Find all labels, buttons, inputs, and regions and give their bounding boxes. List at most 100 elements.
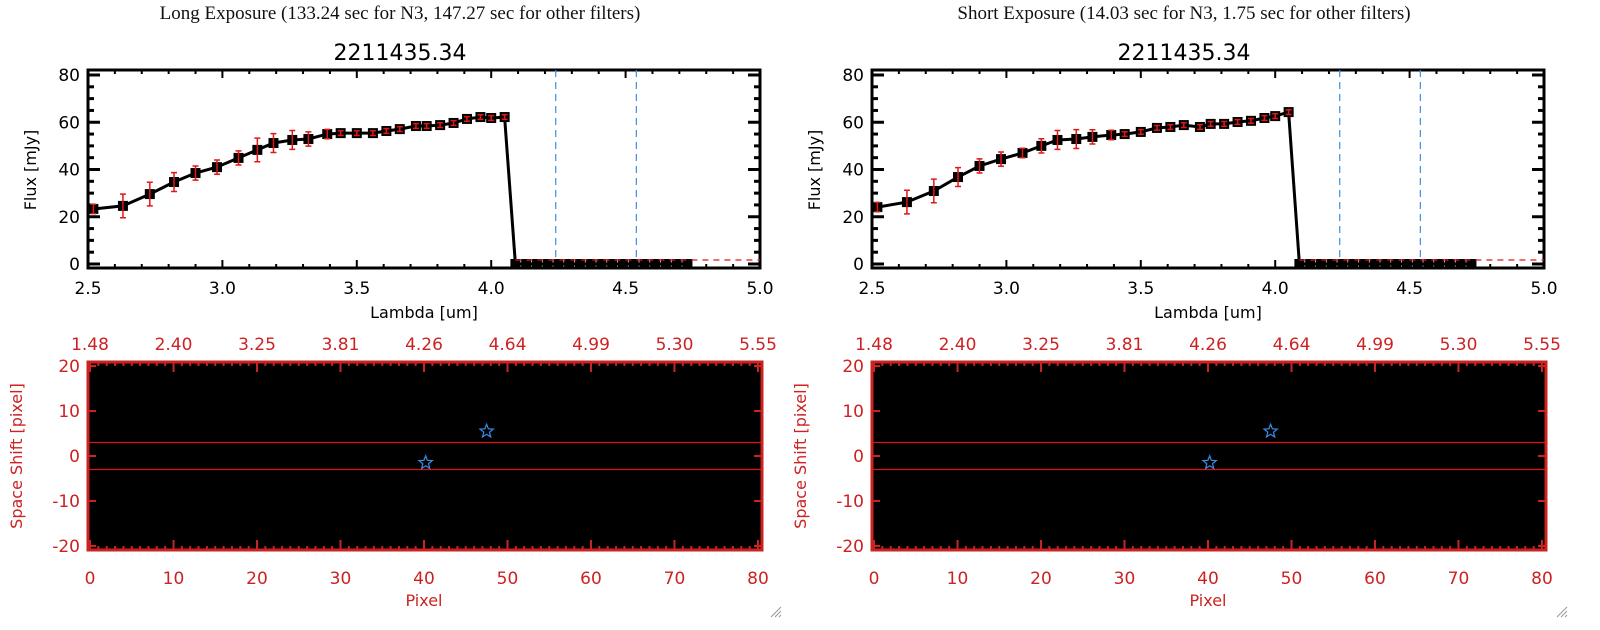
heatmap-cell: [720, 429, 730, 435]
resize-grip-icon[interactable]: [770, 606, 782, 618]
heatmap-cell: [178, 442, 188, 448]
heatmap-cell: [720, 406, 730, 412]
heatmap-cell: [729, 393, 738, 399]
heatmap-cell: [630, 509, 640, 515]
heatmap-cell: [433, 393, 443, 399]
heatmap-cell: [186, 370, 196, 377]
heatmap-cell: [679, 397, 689, 403]
heatmap-cell: [137, 384, 147, 390]
error-bar: [1180, 121, 1187, 129]
heatmap-cell: [929, 388, 939, 394]
heatmap-cell: [244, 478, 253, 484]
heatmap-cell: [186, 464, 196, 471]
heatmap-cell: [318, 509, 327, 515]
heatmap-cell: [1504, 393, 1514, 399]
heatmap-cell: [482, 411, 492, 417]
heatmap-cell: [1077, 370, 1087, 377]
heatmap-cell: [745, 518, 755, 524]
heatmap-cell: [1406, 393, 1416, 399]
heatmap-cell: [745, 523, 755, 529]
heatmap-cell: [457, 487, 467, 493]
heatmap-cell: [359, 487, 369, 493]
heatmap-cell: [408, 505, 418, 511]
heatmap-cell: [145, 429, 155, 435]
heatmap-cell: [638, 469, 648, 475]
heatmap-cell: [1356, 366, 1366, 372]
heatmap-cell: [416, 366, 426, 372]
heatmap-cell: [1398, 402, 1407, 408]
heatmap-cell: [88, 487, 97, 493]
heatmap-cell: [194, 487, 204, 493]
heatmap-cell: [655, 438, 664, 444]
heatmap-cell: [219, 438, 229, 444]
heatmap-cell: [186, 509, 196, 515]
heatmap-cell: [88, 451, 97, 457]
heatmap-cell: [408, 527, 418, 533]
heatmap-cell: [1225, 366, 1235, 372]
heatmap-cell: [945, 370, 955, 377]
heatmap-cell: [235, 388, 245, 394]
heatmap-cell: [671, 523, 681, 529]
heatmap-cell: [326, 375, 336, 381]
heatmap-cell: [326, 415, 336, 421]
heatmap-cell: [203, 518, 212, 524]
heatmap-cell: [696, 415, 706, 421]
heatmap-cell: [326, 429, 336, 435]
heatmap-cell: [679, 379, 689, 385]
heatmap-cell: [1176, 379, 1185, 385]
heatmap-cell: [556, 536, 566, 542]
heatmap-cell: [235, 536, 245, 542]
pixel-tick-label: 50: [497, 569, 519, 589]
heatmap-cell: [1250, 388, 1259, 394]
heatmap-cell: [1274, 406, 1284, 412]
heatmap-cell: [1439, 393, 1448, 399]
heatmap-cell: [564, 460, 574, 466]
heatmap-cell: [1521, 375, 1531, 381]
heatmap-cell: [326, 451, 336, 457]
heatmap-cell: [400, 478, 410, 484]
heatmap-cell: [729, 514, 738, 520]
heatmap-cell: [400, 375, 410, 381]
heatmap-cell: [342, 545, 352, 551]
heatmap-cell: [211, 451, 221, 457]
heatmap-cell: [161, 456, 171, 462]
heatmap-cell: [334, 456, 344, 462]
heatmap-cell: [712, 496, 722, 502]
heatmap-cell: [548, 509, 558, 515]
heatmap-cell: [531, 469, 541, 475]
heatmap-cell: [211, 491, 221, 497]
heatmap-cell: [622, 438, 632, 444]
heatmap-cell: [441, 433, 451, 439]
flux-data-point: [1348, 259, 1359, 269]
heatmap-cell: [342, 532, 352, 538]
heatmap-cell: [1085, 370, 1095, 377]
heatmap-cell: [449, 505, 459, 511]
heatmap-cell: [244, 420, 253, 426]
heatmap-cell: [318, 438, 327, 444]
heatmap-cell: [457, 478, 467, 484]
heatmap-cell: [112, 442, 122, 448]
shift-tick-label: -20: [52, 537, 80, 557]
heatmap-cell: [597, 442, 607, 448]
heatmap-cell: [203, 415, 212, 421]
heatmap-cell: [523, 464, 533, 471]
heatmap-cell: [1463, 406, 1473, 412]
heatmap-cell: [416, 411, 426, 417]
heatmap-cell: [474, 384, 484, 390]
heatmap-cell: [301, 393, 311, 399]
heatmap-cell: [720, 384, 730, 390]
heatmap-cell: [564, 505, 574, 511]
heatmap-cell: [954, 366, 964, 372]
heatmap-cell: [540, 496, 549, 502]
heatmap-cell: [540, 469, 549, 475]
heatmap-cell: [729, 402, 738, 408]
heatmap-cell: [96, 411, 106, 417]
heatmap-cell: [392, 496, 401, 502]
heatmap-cell: [507, 456, 517, 462]
heatmap-cell: [367, 545, 377, 551]
heatmap-cell: [1332, 384, 1342, 390]
heatmap-cell: [285, 532, 295, 538]
error-bar: [1073, 128, 1080, 150]
heatmap-cell: [88, 415, 97, 421]
heatmap-cell: [359, 473, 369, 479]
